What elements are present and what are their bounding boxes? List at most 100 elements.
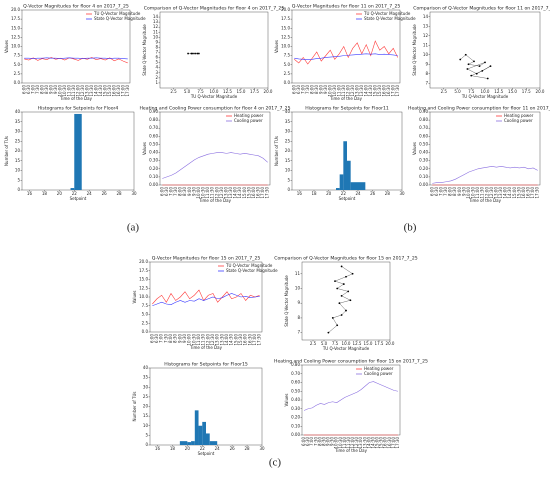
- legend-label: TU Q-Vector Magnitude: [225, 263, 273, 268]
- x-tick-label: 11:00: [205, 187, 210, 199]
- scatter-point: [336, 287, 339, 290]
- x-tick-label: 9:30: [182, 334, 187, 343]
- y-tick-label: 40: [143, 365, 149, 370]
- y-tick-label: 10: [285, 168, 291, 173]
- y-tick-label: 15: [285, 158, 291, 163]
- x-tick-label: 15:00: [233, 334, 238, 346]
- x-tick-label: 9:30: [323, 85, 328, 94]
- y-tick-label: 3: [155, 70, 158, 75]
- chart-title: Heating and Cooling Power consumption fo…: [408, 106, 550, 112]
- x-tick-label: 17:00: [530, 187, 535, 199]
- x-tick-label: 12:00: [205, 334, 210, 346]
- x-tick-label: 13:30: [359, 85, 364, 97]
- plot-frame: [429, 11, 541, 89]
- x-tick-label: 5.0: [184, 89, 191, 94]
- y-tick-label: 13: [153, 19, 159, 24]
- y-tick-label: 25: [15, 138, 21, 143]
- x-axis-label: Time of the Day: [329, 96, 363, 101]
- x-tick-label: 9:30: [191, 187, 196, 196]
- x-tick-label: 30: [131, 191, 137, 196]
- y-tick-label: 0.80: [291, 362, 300, 367]
- x-tick-label: 14:00: [363, 85, 368, 97]
- y-tick-label: 30: [285, 129, 291, 134]
- x-tick-label: 13:00: [358, 437, 363, 449]
- y-tick-label: 20: [285, 148, 291, 153]
- y-tick-label: 10: [423, 52, 429, 57]
- y-tick-label: 9: [425, 61, 428, 66]
- y-tick-label: 8: [425, 71, 428, 76]
- y-tick-label: 7.5: [284, 53, 291, 58]
- scatter-point: [486, 77, 489, 80]
- y-tick-label: 4: [155, 65, 158, 70]
- x-tick-label: 26: [102, 191, 108, 196]
- histogram-bar: [339, 174, 344, 190]
- x-tick-label: 15:00: [375, 437, 380, 449]
- chart-title: Q-Vector Magnitudes for floor 11 on 2017…: [292, 4, 401, 10]
- x-tick-label: 17.5: [522, 89, 531, 94]
- y-tick-label: 5: [145, 432, 148, 437]
- y-tick-label: 20: [15, 148, 21, 153]
- x-tick-label: 8:30: [321, 437, 326, 446]
- x-axis-label: Setpoint: [339, 196, 356, 201]
- x-tick-label: 22: [72, 191, 78, 196]
- y-tick-label: 0.50: [149, 141, 158, 146]
- legend-label: State Q-Vector Magnitude: [226, 268, 278, 273]
- histogram-bar: [194, 410, 199, 445]
- chart-title: Heating and Cooling Power consumption fo…: [274, 359, 428, 365]
- x-tick-label: 6:30: [26, 85, 31, 94]
- x-tick-label: 7:30: [163, 334, 168, 343]
- x-tick-label: 20.0: [264, 89, 273, 94]
- x-tick-label: 16:00: [381, 85, 386, 97]
- scatter-point: [194, 52, 197, 55]
- x-tick-label: 5.0: [321, 341, 328, 346]
- x-tick-label: 2.5: [441, 89, 448, 94]
- x-tick-label: 6:00: [429, 187, 434, 196]
- y-tick-label: 20.0: [139, 259, 148, 264]
- y-tick-label: 20.0: [11, 7, 20, 12]
- chart-title: Histograms for Setpoints for Floor11: [305, 106, 389, 112]
- x-tick-label: 7:30: [313, 437, 318, 446]
- x-axis-label: Time of the Day: [198, 198, 232, 203]
- x-tick-label: 15:30: [238, 334, 243, 346]
- histogram-bar: [336, 188, 340, 190]
- y-tick-label: 0.80: [149, 117, 158, 122]
- scatter-point: [196, 52, 199, 55]
- x-tick-label: 9:00: [318, 85, 323, 94]
- y-tick-label: 25: [285, 138, 291, 143]
- x-tick-label: 11:30: [346, 437, 351, 449]
- x-tick-label: 10:00: [466, 187, 471, 199]
- y-tick-label: 9: [155, 39, 158, 44]
- y-tick-label: 0.00: [149, 182, 158, 187]
- x-tick-label: 20.0: [386, 341, 395, 346]
- series-line: [303, 381, 399, 411]
- scatter-point: [473, 60, 475, 63]
- x-tick-label: 16:30: [116, 85, 121, 97]
- x-tick-label: 14:30: [98, 85, 103, 97]
- y-tick-label: 7.5: [142, 303, 149, 308]
- x-tick-label: 15:00: [372, 85, 377, 97]
- x-tick-label: 15:30: [107, 85, 112, 97]
- x-tick-label: 12:00: [350, 437, 355, 449]
- panel-label: (a): [127, 222, 140, 234]
- x-tick-label: 12:00: [75, 85, 80, 97]
- x-tick-label: 20: [326, 191, 332, 196]
- y-axis-label: Values: [412, 142, 417, 155]
- y-tick-label: 7: [425, 80, 428, 85]
- x-tick-label: 14:00: [233, 187, 238, 199]
- x-tick-label: 17:00: [390, 85, 395, 97]
- y-tick-label: 0.40: [149, 150, 158, 155]
- y-axis-label: State Q-Vector Magnitude: [142, 24, 147, 76]
- y-tick-label: 5: [155, 60, 158, 65]
- series-line: [152, 289, 260, 305]
- legend-label: Cooling power: [504, 118, 533, 123]
- y-tick-label: 14: [423, 14, 429, 19]
- legend-label: Heating power: [364, 366, 394, 371]
- x-tick-label: 17.5: [375, 341, 384, 346]
- scatter-point: [489, 65, 492, 68]
- y-axis-label: Values: [132, 290, 137, 303]
- series-line: [294, 40, 399, 65]
- y-tick-label: 5.0: [142, 312, 149, 317]
- x-tick-label: 10:00: [334, 437, 339, 449]
- y-tick-label: 2: [155, 75, 158, 80]
- x-tick-label: 11:00: [336, 85, 341, 97]
